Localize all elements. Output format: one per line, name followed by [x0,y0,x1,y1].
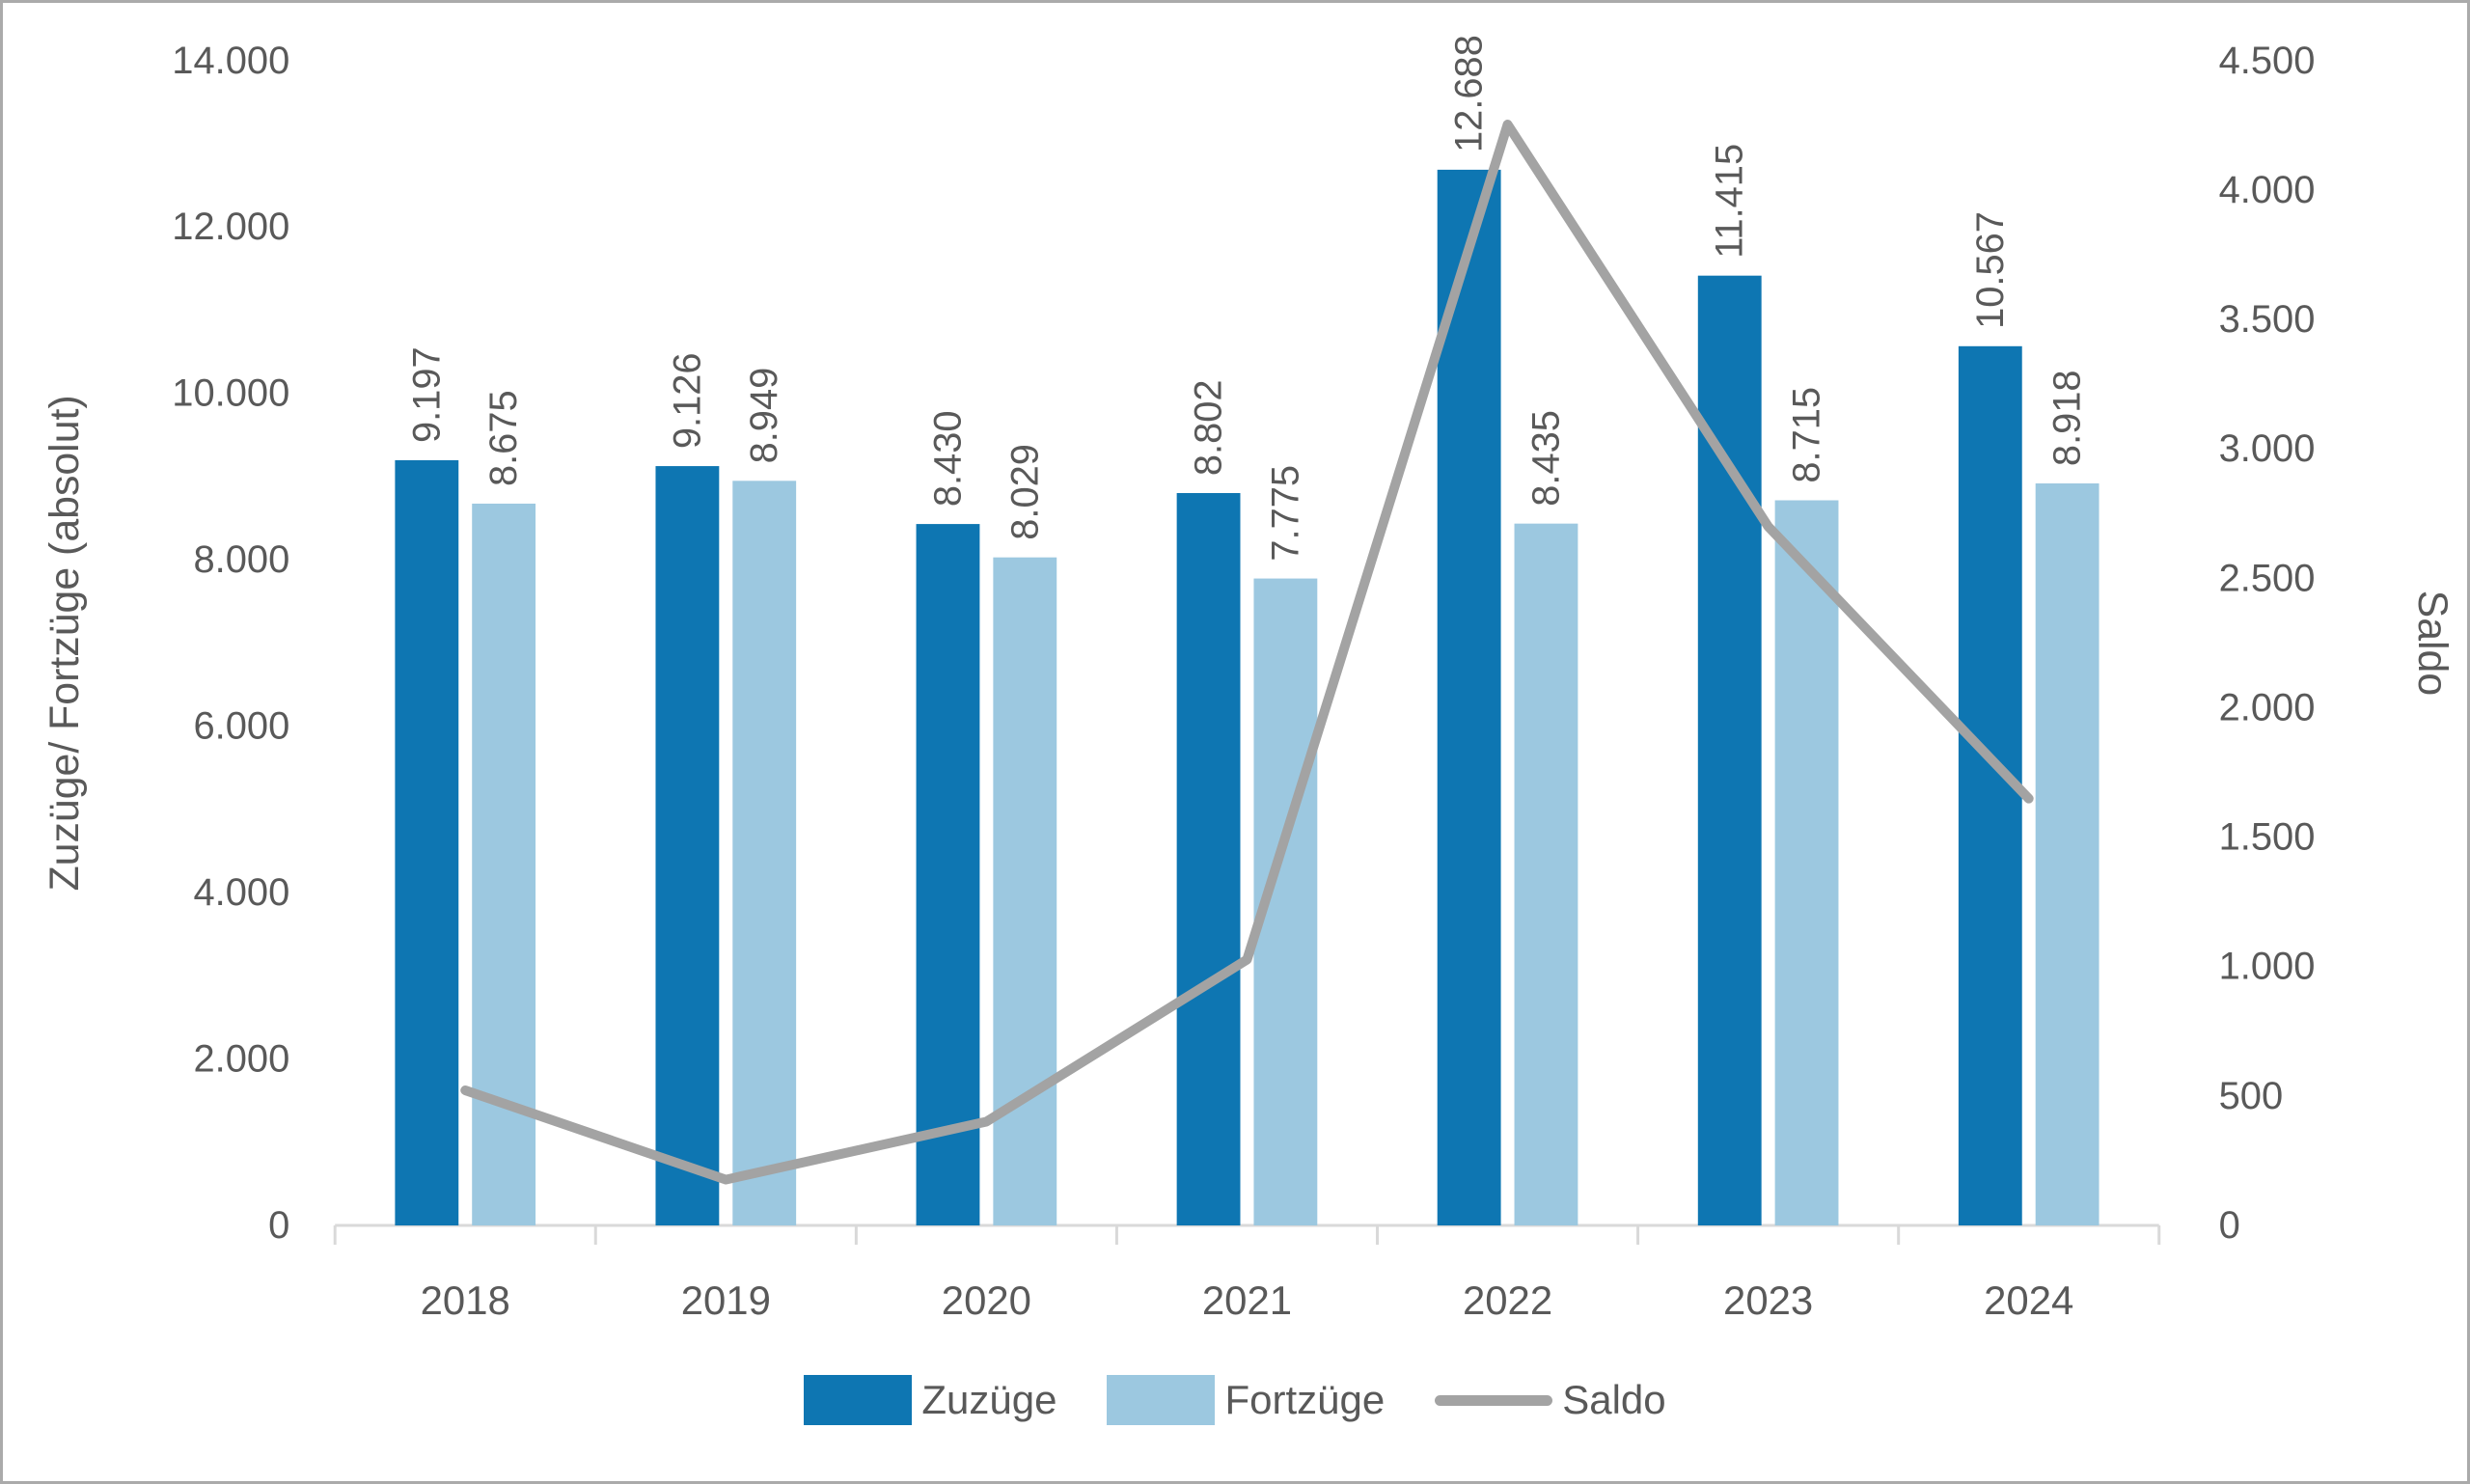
bar-data-label: 8.715 [1786,387,1828,483]
right-axis-tick-label: 2.500 [2219,557,2316,599]
bar-data-label: 7.775 [1264,465,1306,562]
x-axis-label: 2019 [681,1278,771,1323]
bar-zuzüge-2020 [916,524,980,1226]
x-axis-label: 2018 [421,1278,510,1323]
bar-zuzüge-2022 [1437,169,1501,1226]
x-axis-label: 2020 [942,1278,1031,1323]
left-axis-tick-label: 4.000 [193,871,289,914]
right-axis-tick-label: 500 [2219,1075,2284,1117]
left-axis-tick-label: 8.000 [193,538,289,581]
x-axis-label: 2023 [1723,1278,1813,1323]
bar-data-label: 8.435 [1524,410,1567,507]
bar-zuzüge-2019 [655,466,720,1226]
x-axis-label: 2021 [1202,1278,1292,1323]
legend-item-zuzüge: Zuzüge [804,1375,1057,1425]
bar-zuzüge-2023 [1697,275,1762,1226]
right-axis-title: Saldo [2409,591,2456,697]
left-axis-title: Zuzüge/ Fortzüge (absolut) [41,395,88,891]
bar-data-label: 12.688 [1448,35,1491,152]
right-axis-tick-label: 1.000 [2219,946,2316,988]
bar-data-label: 8.949 [743,368,785,464]
right-axis-tick-label: 4.000 [2219,169,2316,211]
legend-swatch-key [804,1375,913,1425]
bar-data-label: 9.126 [666,352,708,449]
x-axis-label: 2022 [1463,1278,1552,1323]
right-axis-tick-label: 1.500 [2219,816,2316,859]
legend-label: Fortzüge [1224,1377,1386,1422]
bar-zuzüge-2018 [395,459,459,1226]
bar-zuzüge-2021 [1176,493,1241,1226]
left-axis-tick-label: 14.000 [172,40,289,82]
right-axis-tick-label: 0 [2219,1204,2240,1247]
right-axis-tick-label: 3.000 [2219,427,2316,470]
bar-fortzüge-2023 [1774,500,1839,1226]
legend: Zuzüge Fortzüge Saldo [3,1375,2467,1425]
right-axis-tick-label: 2.000 [2219,686,2316,728]
bar-fortzüge-2024 [2035,483,2100,1226]
bar-data-label: 11.415 [1709,144,1751,259]
bar-data-label: 8.029 [1003,444,1046,540]
chart-canvas: Zuzüge/ Fortzüge (absolut) Saldo 0 2.000 4… [41,35,2456,1323]
bar-data-label: 8.430 [926,410,969,507]
bar-data-label: 8.675 [482,390,525,486]
bar-fortzüge-2022 [1514,523,1578,1226]
bar-fortzüge-2020 [993,557,1057,1226]
bar-fortzüge-2018 [472,503,536,1226]
legend-label: Zuzüge [921,1377,1057,1422]
left-axis-tick-label: 6.000 [193,705,289,748]
right-axis-tick-label: 3.500 [2219,298,2316,341]
legend-item-saldo: Saldo [1435,1377,1666,1423]
left-axis-tick-label: 10.000 [172,372,289,415]
bar-data-label: 8.802 [1188,379,1230,476]
plot-area: 0 2.000 4.000 6.000 8.000 10.000 12.000 14.000 0… [172,35,2315,1323]
legend-swatch-key [1107,1375,1216,1425]
left-axis-tick-label: 0 [268,1204,289,1247]
left-axis-tick-label: 2.000 [193,1038,289,1081]
bar-data-label: 8.918 [2046,370,2089,466]
right-axis-tick-label: 4.500 [2219,40,2316,82]
legend-line-key [1435,1394,1553,1406]
left-axis-tick-label: 12.000 [172,206,289,248]
bar-fortzüge-2019 [732,481,797,1226]
legend-label: Saldo [1562,1377,1666,1422]
x-axis-label: 2024 [1984,1278,2073,1323]
legend-item-fortzüge: Fortzüge [1107,1375,1385,1425]
saldo-line [460,120,2034,1185]
bar-data-label: 9.197 [405,346,448,443]
bar-data-label: 10.567 [1969,211,2012,329]
